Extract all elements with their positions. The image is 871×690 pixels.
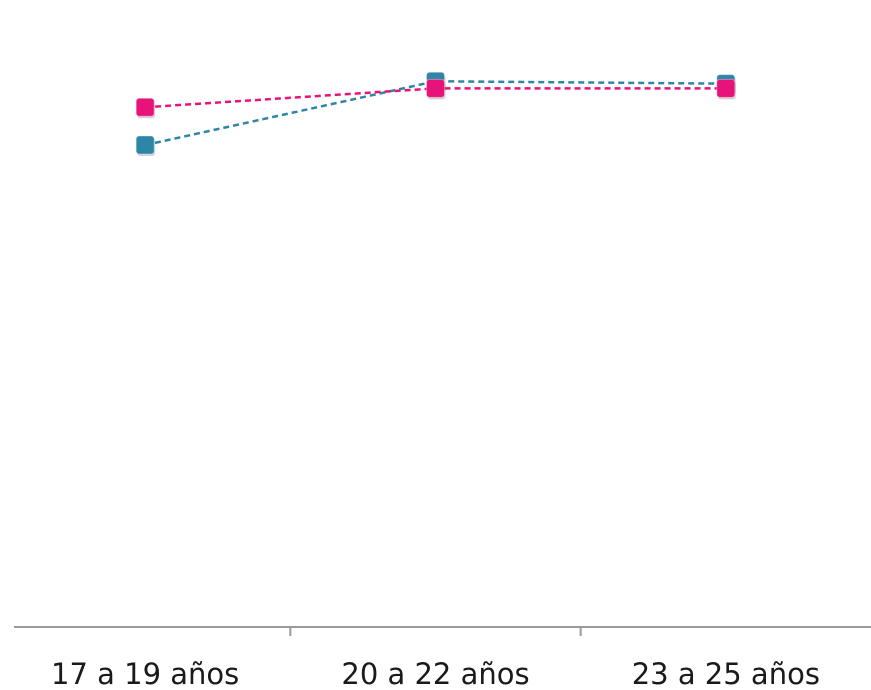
data-point — [426, 78, 445, 98]
x-tick-label: 23 a 25 años — [632, 657, 820, 690]
x-tick-labels: 17 a 19 años 20 a 22 años 23 a 25 años — [51, 657, 820, 690]
x-tick-label: 17 a 19 años — [51, 657, 239, 690]
series-layer — [135, 71, 736, 157]
series-2 — [135, 78, 736, 119]
data-point — [135, 135, 155, 155]
x-axis — [14, 626, 871, 636]
data-point — [135, 97, 155, 117]
x-tick-label: 20 a 22 años — [341, 657, 529, 690]
data-point — [716, 78, 736, 98]
series-line — [144, 80, 726, 147]
